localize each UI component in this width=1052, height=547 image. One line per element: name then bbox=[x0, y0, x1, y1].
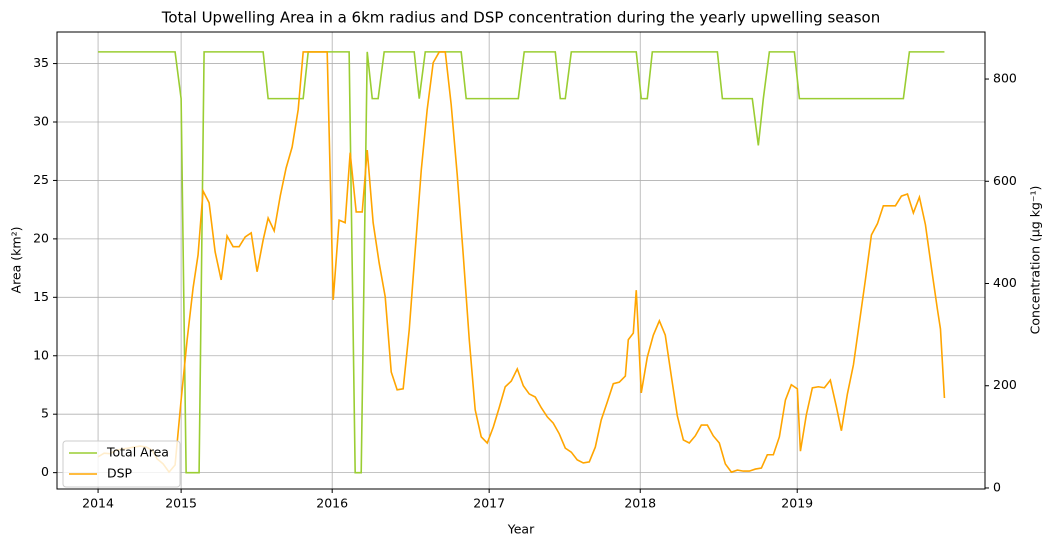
y-tick-label: 15 bbox=[33, 289, 49, 304]
x-tick-label: 2014 bbox=[82, 496, 114, 511]
legend-label: Total Area bbox=[106, 445, 169, 460]
x-axis-label: Year bbox=[507, 522, 535, 537]
data-line bbox=[98, 51, 945, 474]
x-tick-label: 2018 bbox=[624, 496, 656, 511]
x-tick-label: 2017 bbox=[473, 496, 505, 511]
data-line bbox=[97, 51, 946, 474]
legend-label: DSP bbox=[107, 466, 133, 481]
y2-tick-label: 600 bbox=[993, 173, 1017, 188]
y2-axis-label: Concentration (µg kg⁻¹) bbox=[1028, 186, 1043, 335]
y-tick-label: 0 bbox=[41, 464, 49, 479]
x-tick-label: 2015 bbox=[165, 496, 197, 511]
y-tick-label: 10 bbox=[33, 347, 49, 362]
y-tick-label: 20 bbox=[33, 230, 49, 245]
y-tick-label: 25 bbox=[33, 172, 49, 187]
y-tick-label: 5 bbox=[41, 406, 49, 421]
y-tick-label: 35 bbox=[33, 55, 49, 70]
chart-title: Total Upwelling Area in a 6km radius and… bbox=[161, 9, 880, 27]
y2-tick-label: 400 bbox=[993, 275, 1017, 290]
x-tick-label: 2016 bbox=[316, 496, 348, 511]
y2-tick-label: 200 bbox=[993, 377, 1017, 392]
x-tick-label: 2019 bbox=[781, 496, 813, 511]
plot-frame bbox=[56, 31, 986, 490]
y2-tick-label: 0 bbox=[993, 479, 1001, 494]
y2-tick-label: 800 bbox=[993, 71, 1017, 86]
y-tick-label: 30 bbox=[33, 113, 49, 128]
y-axis-label: Area (km²) bbox=[9, 227, 24, 294]
